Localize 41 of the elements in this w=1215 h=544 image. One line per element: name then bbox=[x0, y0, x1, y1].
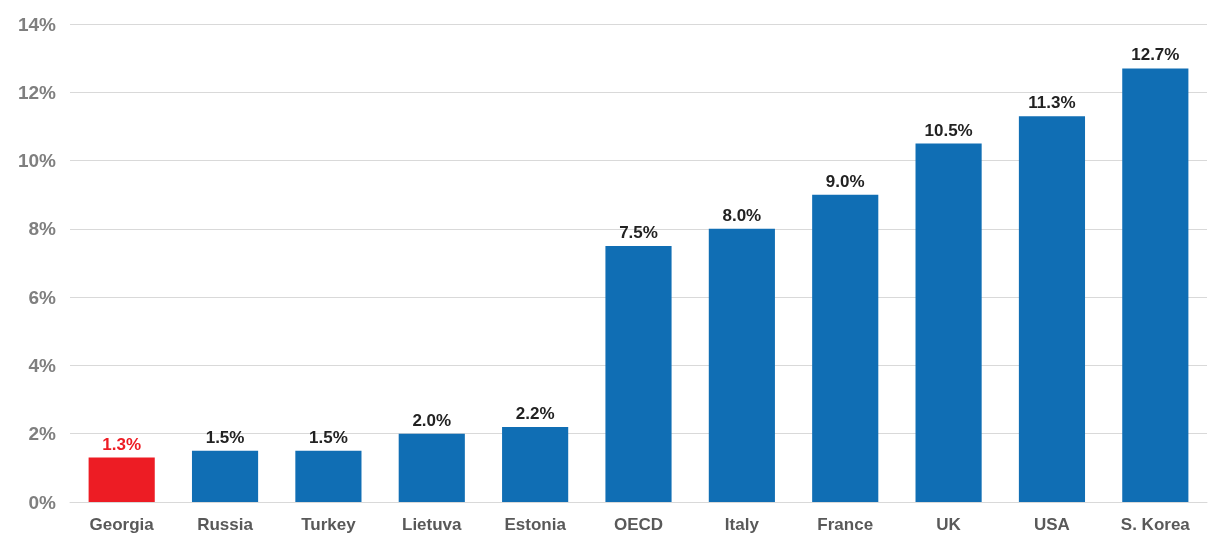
data-label: 10.5% bbox=[924, 120, 973, 140]
x-tick-label: Lietuva bbox=[402, 515, 463, 534]
data-label: 2.2% bbox=[515, 403, 555, 423]
bar bbox=[812, 194, 879, 502]
bar bbox=[1018, 116, 1086, 502]
x-tick-label: France bbox=[817, 515, 874, 534]
bar bbox=[88, 457, 155, 502]
y-tick-label: 6% bbox=[28, 286, 57, 308]
bar bbox=[398, 433, 465, 502]
y-tick-label: 12% bbox=[17, 81, 57, 103]
x-tick-label: S. Korea bbox=[1120, 515, 1191, 534]
bar bbox=[191, 450, 259, 502]
data-label: 1.3% bbox=[102, 434, 142, 454]
data-label: 8.0% bbox=[722, 205, 762, 225]
x-tick-label: Estonia bbox=[504, 515, 567, 534]
data-label: 9.0% bbox=[825, 171, 865, 191]
y-tick-label: 4% bbox=[28, 354, 57, 376]
bar bbox=[605, 245, 672, 502]
y-tick-label: 0% bbox=[28, 491, 57, 513]
y-tick-label: 2% bbox=[28, 423, 57, 445]
data-label: 1.5% bbox=[205, 427, 245, 447]
x-tick-label: Georgia bbox=[89, 515, 155, 534]
x-tick-label: Italy bbox=[724, 515, 760, 534]
bar bbox=[1122, 68, 1189, 502]
x-tick-label: USA bbox=[1034, 515, 1070, 534]
bar bbox=[915, 143, 982, 502]
data-label: 11.3% bbox=[1028, 93, 1076, 113]
x-tick-label: Russia bbox=[197, 515, 254, 534]
y-tick-label: 8% bbox=[28, 218, 57, 240]
y-tick-label: 14% bbox=[17, 13, 57, 35]
bar bbox=[295, 450, 362, 502]
data-label: 7.5% bbox=[619, 222, 658, 242]
y-tick-label: 10% bbox=[17, 150, 57, 172]
data-label: 1.5% bbox=[309, 427, 348, 447]
x-tick-label: Turkey bbox=[301, 515, 357, 534]
x-tick-label: OECD bbox=[613, 515, 664, 534]
bar bbox=[502, 426, 569, 502]
x-tick-label: UK bbox=[936, 515, 962, 534]
data-label: 12.7% bbox=[1131, 45, 1180, 65]
data-label: 2.0% bbox=[412, 410, 452, 430]
bar bbox=[708, 228, 775, 502]
